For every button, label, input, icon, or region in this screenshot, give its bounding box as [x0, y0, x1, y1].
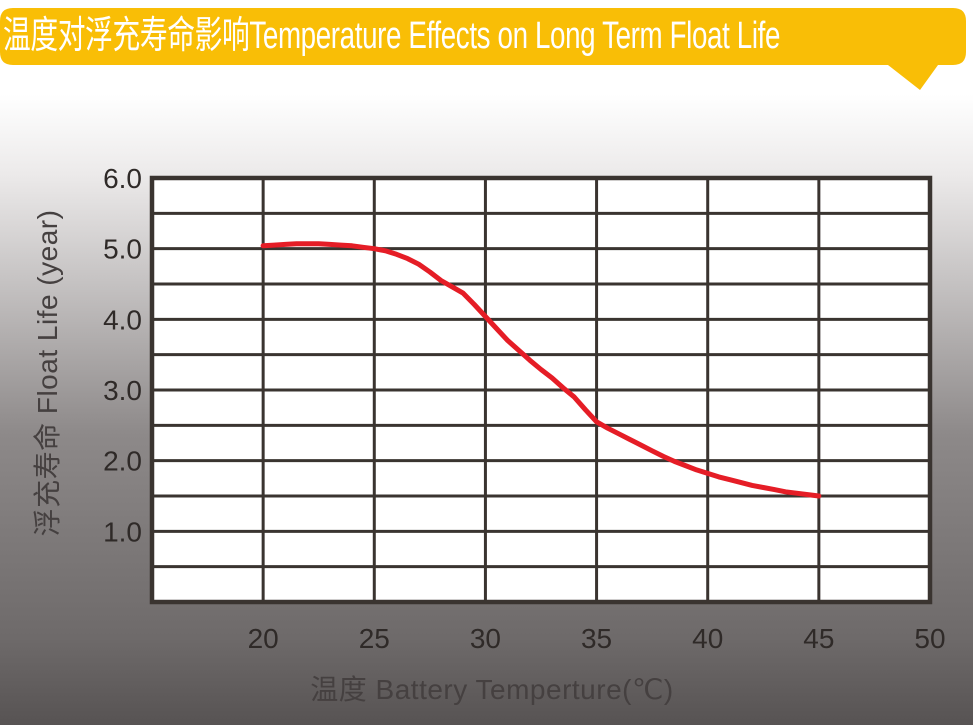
- title-banner: 温度对浮充寿命影响Temperature Effects on Long Ter…: [0, 0, 973, 95]
- x-tick-label: 30: [470, 623, 501, 654]
- page-title: 温度对浮充寿命影响Temperature Effects on Long Ter…: [3, 15, 781, 57]
- banner-bubble-path: [0, 8, 966, 90]
- banner-bubble-shape: [0, 8, 966, 90]
- x-tick-label: 35: [581, 623, 612, 654]
- x-axis-title: 温度 Battery Temperture(℃): [310, 674, 674, 705]
- x-tick-label: 50: [914, 623, 945, 654]
- x-tick-label: 25: [359, 623, 390, 654]
- y-tick-label: 4.0: [103, 304, 142, 335]
- y-tick-label: 5.0: [103, 234, 142, 265]
- x-tick-label: 20: [248, 623, 279, 654]
- y-tick-label: 3.0: [103, 375, 142, 406]
- y-axis-title: 浮充寿命 Float Life (year): [32, 209, 63, 537]
- x-tick-label: 40: [692, 623, 723, 654]
- float-life-curve: [260, 241, 822, 499]
- y-tick-label: 1.0: [103, 516, 142, 547]
- y-tick-label: 6.0: [103, 163, 142, 194]
- plot-border: [149, 175, 933, 605]
- y-tick-label: 2.0: [103, 446, 142, 477]
- x-tick-label: 45: [803, 623, 834, 654]
